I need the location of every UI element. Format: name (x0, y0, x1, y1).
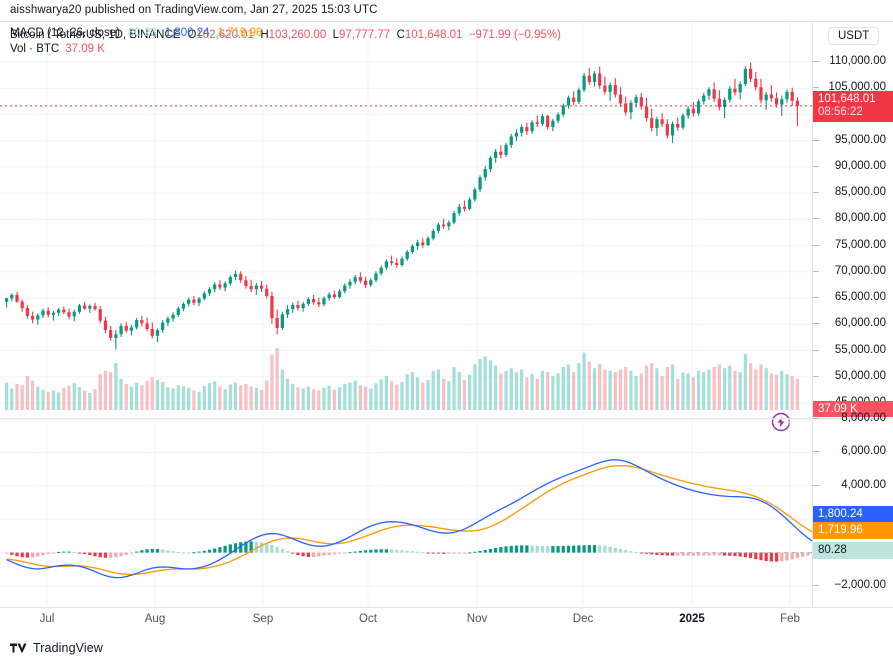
change-value: −971.99 (−0.95%) (468, 29, 561, 41)
price-axis-tick: 70,000.00 (834, 264, 886, 277)
macd-axis-tick: −2,000.00 (834, 579, 886, 591)
volume-legend-row: Vol · BTC 37.09 K (10, 42, 561, 56)
macd-hist-value: 80.28 (127, 27, 157, 39)
tradingview-mark-icon (10, 643, 27, 653)
volume-label: Vol · BTC (10, 43, 60, 55)
time-axis-tick: Dec (572, 613, 594, 625)
price-axis-tick: 60,000.00 (834, 317, 886, 330)
time-axis[interactable]: Jul Aug Sep Oct Nov Dec 2025 Feb (0, 608, 893, 632)
volume-badge: 37.09 K (813, 401, 893, 417)
price-axis-tick-mark (813, 165, 819, 167)
currency-chip[interactable]: USDT (828, 27, 880, 45)
price-axis-tick: 90,000.00 (834, 159, 886, 172)
price-axis-tick-mark (813, 192, 819, 194)
time-axis-tick: Oct (359, 613, 377, 625)
macd-signal-value: 1,719.96 (217, 27, 263, 39)
tradingview-wordmark: TradingView (33, 641, 103, 655)
macd-signal-badge: 1,719.96 (813, 521, 893, 539)
macd-axis-tick-mark (813, 418, 819, 419)
high-value: 103,260.00 (268, 29, 327, 41)
ohlc-group: O102,620.01 H103,260.00 L97,777.77 C101,… (187, 28, 560, 42)
price-axis-tick-mark (813, 349, 819, 351)
macd-axis-tick: 8,000.00 (841, 412, 886, 424)
price-axis-tick: 110,000.00 (829, 55, 886, 67)
time-axis-tick: Sep (252, 613, 274, 625)
price-axis-tick: 50,000.00 (834, 369, 886, 382)
price-axis-tick-mark (813, 244, 819, 246)
price-axis-tick-mark (813, 218, 819, 220)
macd-legend-row: MACD (12, 26, close) 80.28 1,800.24 1,71… (10, 26, 262, 40)
macd-axis-tick-mark (813, 484, 819, 486)
low-value: 97,777.77 (339, 29, 391, 41)
time-axis-tick: 2025 (679, 613, 705, 625)
axis-separator (812, 22, 813, 608)
price-legend: Bitcoin / TetherUS, 1D, BINANCE O102,620… (10, 28, 561, 56)
tradingview-logo[interactable]: TradingView (10, 641, 103, 655)
publish-attribution: aisshwarya20 published on TradingView.co… (10, 4, 378, 16)
price-axis-tick: 85,000.00 (834, 186, 886, 199)
price-axis-tick-mark (813, 297, 819, 299)
price-axis-tick: 95,000.00 (834, 133, 886, 146)
close-value: 101,648.01 (404, 29, 463, 41)
last-price-value: 101,648.01 (818, 92, 876, 105)
macd-hist-badge: 80.28 (813, 542, 893, 560)
price-axis-tick-mark (813, 61, 819, 62)
price-pane[interactable] (0, 22, 812, 418)
time-axis-tick: Feb (780, 613, 800, 625)
macd-axis-tick-mark (813, 451, 819, 453)
time-axis-tick: Aug (144, 613, 166, 625)
price-axis-tick-mark (813, 375, 819, 377)
time-axis-tick: Nov (466, 613, 488, 625)
time-axis-tick: Jul (39, 613, 55, 625)
low-key: L (332, 29, 340, 41)
symbol-title: Bitcoin / TetherUS, 1D, BINANCE (10, 29, 181, 41)
last-price-countdown: 08:56:22 (818, 106, 863, 119)
price-axis-tick: 75,000.00 (834, 238, 886, 251)
price-axis-tick-mark (813, 323, 819, 325)
open-key: O (187, 29, 197, 41)
macd-axis-tick: 6,000.00 (841, 445, 886, 458)
price-axis-tick-mark (813, 139, 819, 141)
macd-line-value: 1,800.24 (164, 27, 210, 39)
volume-value: 37.09 K (65, 43, 105, 55)
high-key: H (260, 29, 269, 41)
price-axis[interactable]: USDT 110,000.00 105,000.00 95,000.00 90,000… (813, 21, 893, 608)
price-axis-tick-mark (813, 270, 819, 272)
macd-pane[interactable] (0, 419, 812, 608)
chart-frame: Bitcoin / TetherUS, 1D, BINANCE O102,620… (0, 21, 893, 608)
open-value: 102,620.01 (196, 29, 254, 41)
price-axis-tick-mark (813, 87, 819, 89)
macd-title: MACD (12, 26, close) (10, 27, 120, 39)
price-axis-tick: 55,000.00 (834, 343, 886, 356)
macd-axis-tick: 4,000.00 (841, 478, 886, 491)
macd-axis-tick-mark (813, 585, 819, 586)
close-key: C (396, 29, 405, 41)
macd-legend: MACD (12, 26, close) 80.28 1,800.24 1,71… (10, 26, 262, 40)
price-axis-tick: 80,000.00 (834, 212, 886, 225)
macd-line-badge: 1,800.24 (813, 505, 893, 523)
price-axis-tick: 105,000.00 (828, 81, 886, 94)
price-axis-tick: 65,000.00 (834, 291, 886, 304)
macd-plot (0, 419, 812, 608)
symbol-legend-row: Bitcoin / TetherUS, 1D, BINANCE O102,620… (10, 28, 561, 42)
price-candlestick-plot (0, 22, 812, 418)
last-price-badge: 101,648.01 08:56:22 (813, 90, 893, 122)
